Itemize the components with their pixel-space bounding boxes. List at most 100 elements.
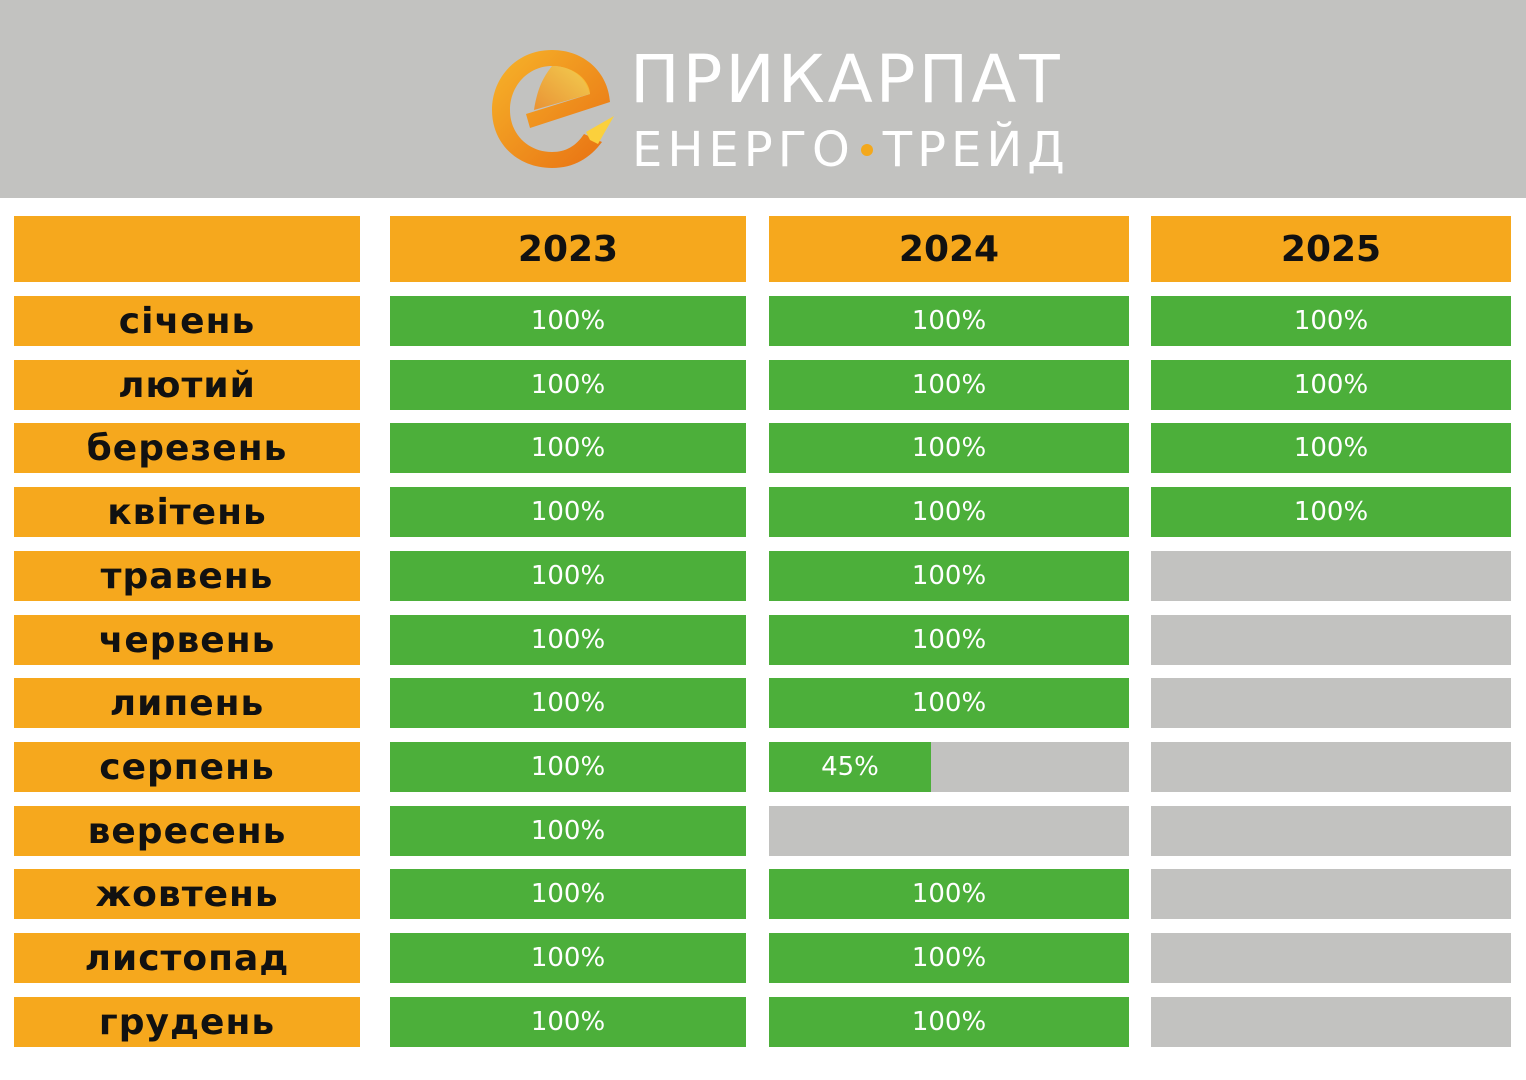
brand-dot-icon <box>860 144 873 156</box>
progress-cell <box>1151 933 1511 983</box>
month-cell: червень <box>14 615 360 665</box>
month-cell: березень <box>14 423 360 473</box>
progress-fill <box>390 997 746 1047</box>
corner-header-cell <box>14 216 360 282</box>
percent-label: 100% <box>911 306 987 336</box>
progress-fill <box>390 742 746 792</box>
progress-cell: 100% <box>769 615 1129 665</box>
progress-fill <box>769 933 1129 983</box>
month-cell: жовтень <box>14 869 360 919</box>
percent-label: 100% <box>530 688 606 718</box>
progress-cell: 100% <box>390 551 746 601</box>
year-header-2025: 2025 <box>1151 216 1511 282</box>
percent-label: 100% <box>530 879 606 909</box>
month-label: липень <box>109 682 265 724</box>
progress-fill <box>390 678 746 728</box>
year-label: 2023 <box>517 228 619 270</box>
progress-fill <box>769 360 1129 410</box>
progress-fill <box>769 551 1129 601</box>
month-label: червень <box>98 619 276 661</box>
progress-fill <box>390 487 746 537</box>
progress-cell: 100% <box>769 296 1129 346</box>
progress-fill <box>390 806 746 856</box>
progress-fill <box>769 487 1129 537</box>
month-label: жовтень <box>95 873 279 915</box>
progress-cell: 100% <box>769 997 1129 1047</box>
progress-fill <box>769 997 1129 1047</box>
progress-cell <box>1151 742 1511 792</box>
percent-label: 100% <box>1293 433 1369 463</box>
percent-label: 100% <box>1293 497 1369 527</box>
progress-cell: 100% <box>1151 423 1511 473</box>
progress-fill <box>769 742 931 792</box>
percent-label: 100% <box>530 497 606 527</box>
brand-name-line1: ПРИКАРПАТ <box>630 41 1063 118</box>
percent-label: 100% <box>911 688 987 718</box>
brand-name-line2: ЕНЕРГО ТРЕЙД <box>632 120 1070 180</box>
brand-word-energo: ЕНЕРГО <box>632 122 855 178</box>
percent-label: 100% <box>911 370 987 400</box>
progress-fill <box>769 296 1129 346</box>
progress-cell: 100% <box>1151 296 1511 346</box>
progress-cell: 100% <box>769 869 1129 919</box>
progress-fill <box>769 678 1129 728</box>
month-label: вересень <box>87 810 287 852</box>
percent-label: 100% <box>911 879 987 909</box>
progress-cell: 100% <box>1151 487 1511 537</box>
progress-cell: 100% <box>769 487 1129 537</box>
year-label: 2025 <box>1280 228 1382 270</box>
month-label: березень <box>86 427 288 469</box>
progress-cell: 100% <box>769 933 1129 983</box>
percent-label: 100% <box>530 306 606 336</box>
percent-label: 100% <box>530 370 606 400</box>
brand-header: ПРИКАРПАТ ЕНЕРГО ТРЕЙД <box>0 0 1526 198</box>
percent-label: 100% <box>530 433 606 463</box>
progress-cell <box>1151 997 1511 1047</box>
percent-label: 100% <box>911 943 987 973</box>
progress-fill <box>1151 423 1511 473</box>
progress-fill <box>390 933 746 983</box>
month-label: лютий <box>118 364 256 406</box>
progress-cell: 100% <box>390 806 746 856</box>
progress-fill <box>390 296 746 346</box>
percent-label: 100% <box>911 497 987 527</box>
progress-cell: 100% <box>390 678 746 728</box>
progress-fill <box>390 423 746 473</box>
month-cell: грудень <box>14 997 360 1047</box>
percent-label: 100% <box>530 943 606 973</box>
progress-cell: 100% <box>769 678 1129 728</box>
percent-label: 100% <box>530 625 606 655</box>
progress-cell: 100% <box>390 869 746 919</box>
progress-fill <box>769 615 1129 665</box>
month-label: грудень <box>98 1001 276 1043</box>
month-cell: травень <box>14 551 360 601</box>
progress-cell <box>1151 806 1511 856</box>
percent-label: 100% <box>911 625 987 655</box>
progress-cell: 100% <box>769 423 1129 473</box>
progress-cell: 100% <box>769 360 1129 410</box>
month-cell: вересень <box>14 806 360 856</box>
progress-cell: 100% <box>390 423 746 473</box>
progress-cell: 45% <box>769 742 1129 792</box>
percent-label: 100% <box>1293 306 1369 336</box>
percent-label: 100% <box>1293 370 1369 400</box>
percent-label: 100% <box>530 816 606 846</box>
progress-fill <box>390 551 746 601</box>
year-header-2023: 2023 <box>390 216 746 282</box>
progress-fill <box>769 423 1129 473</box>
brand-word-treid: ТРЕЙД <box>882 122 1070 178</box>
progress-cell: 100% <box>390 487 746 537</box>
progress-cell: 100% <box>390 296 746 346</box>
percent-label: 100% <box>530 561 606 591</box>
month-label: листопад <box>84 937 290 979</box>
progress-fill <box>390 869 746 919</box>
month-cell: січень <box>14 296 360 346</box>
year-header-2024: 2024 <box>769 216 1129 282</box>
month-cell: серпень <box>14 742 360 792</box>
progress-cell <box>769 806 1129 856</box>
progress-fill <box>1151 360 1511 410</box>
progress-cell: 100% <box>390 742 746 792</box>
year-label: 2024 <box>898 228 1000 270</box>
progress-cell <box>1151 678 1511 728</box>
progress-cell: 100% <box>390 997 746 1047</box>
